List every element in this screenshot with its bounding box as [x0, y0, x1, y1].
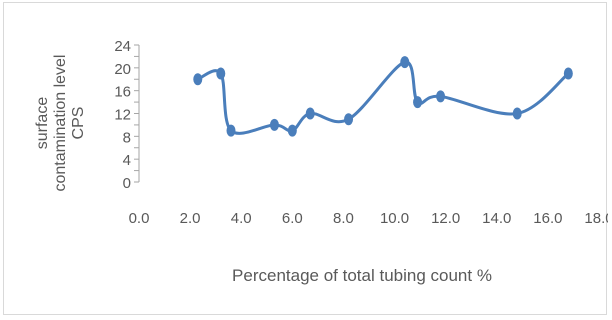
chart: surface contamination level CPS 0 4 8 12 16 2…: [34, 38, 608, 285]
y-axis-title-line-2: contamination level: [52, 55, 69, 192]
x-axis-title: Percentage of total tubing count %: [232, 266, 492, 285]
series-markers: [193, 56, 573, 137]
y-tick-label: 20: [114, 61, 131, 78]
data-point: [216, 67, 226, 80]
x-tick-label: 18.0: [584, 210, 608, 227]
x-tick-label: 4.0: [231, 210, 252, 227]
data-point: [512, 107, 522, 120]
chart-frame: surface contamination level CPS 0 4 8 12 16 2…: [3, 2, 608, 315]
y-tick-label: 12: [114, 107, 131, 124]
y-tick-label: 8: [123, 129, 131, 146]
x-tick-label: 6.0: [282, 210, 303, 227]
x-tick-label: 12.0: [431, 210, 460, 227]
x-tick-label: 14.0: [482, 210, 511, 227]
y-axis-title-line-3: CPS: [70, 107, 87, 140]
data-point: [287, 124, 297, 137]
data-point: [226, 124, 236, 137]
y-tick-label: 0: [123, 175, 131, 192]
data-point: [436, 90, 446, 103]
series-line: [196, 60, 570, 135]
y-axis-title-line-1: surface: [34, 97, 51, 150]
x-tick-label: 16.0: [533, 210, 562, 227]
axes: [134, 44, 140, 183]
x-tick-labels: 0.0 2.0 4.0 6.0 8.0 10.0 12.0 14.0 16.0 18.0: [129, 210, 608, 227]
data-point: [305, 107, 315, 120]
y-tick-label: 4: [123, 152, 131, 169]
data-point: [269, 118, 279, 131]
y-axis-title: surface contamination level CPS: [34, 55, 87, 192]
data-point: [413, 96, 423, 109]
y-tick-label: 16: [114, 84, 131, 101]
x-tick-label: 0.0: [129, 210, 150, 227]
data-point: [344, 113, 354, 126]
x-tick-label: 8.0: [333, 210, 354, 227]
y-tick-labels: 0 4 8 12 16 20 24: [114, 38, 131, 192]
x-tick-label: 2.0: [180, 210, 201, 227]
y-tick-label: 24: [114, 38, 131, 55]
data-point: [193, 73, 203, 86]
x-tick-label: 10.0: [380, 210, 409, 227]
data-point: [400, 56, 410, 69]
data-point: [563, 67, 573, 80]
